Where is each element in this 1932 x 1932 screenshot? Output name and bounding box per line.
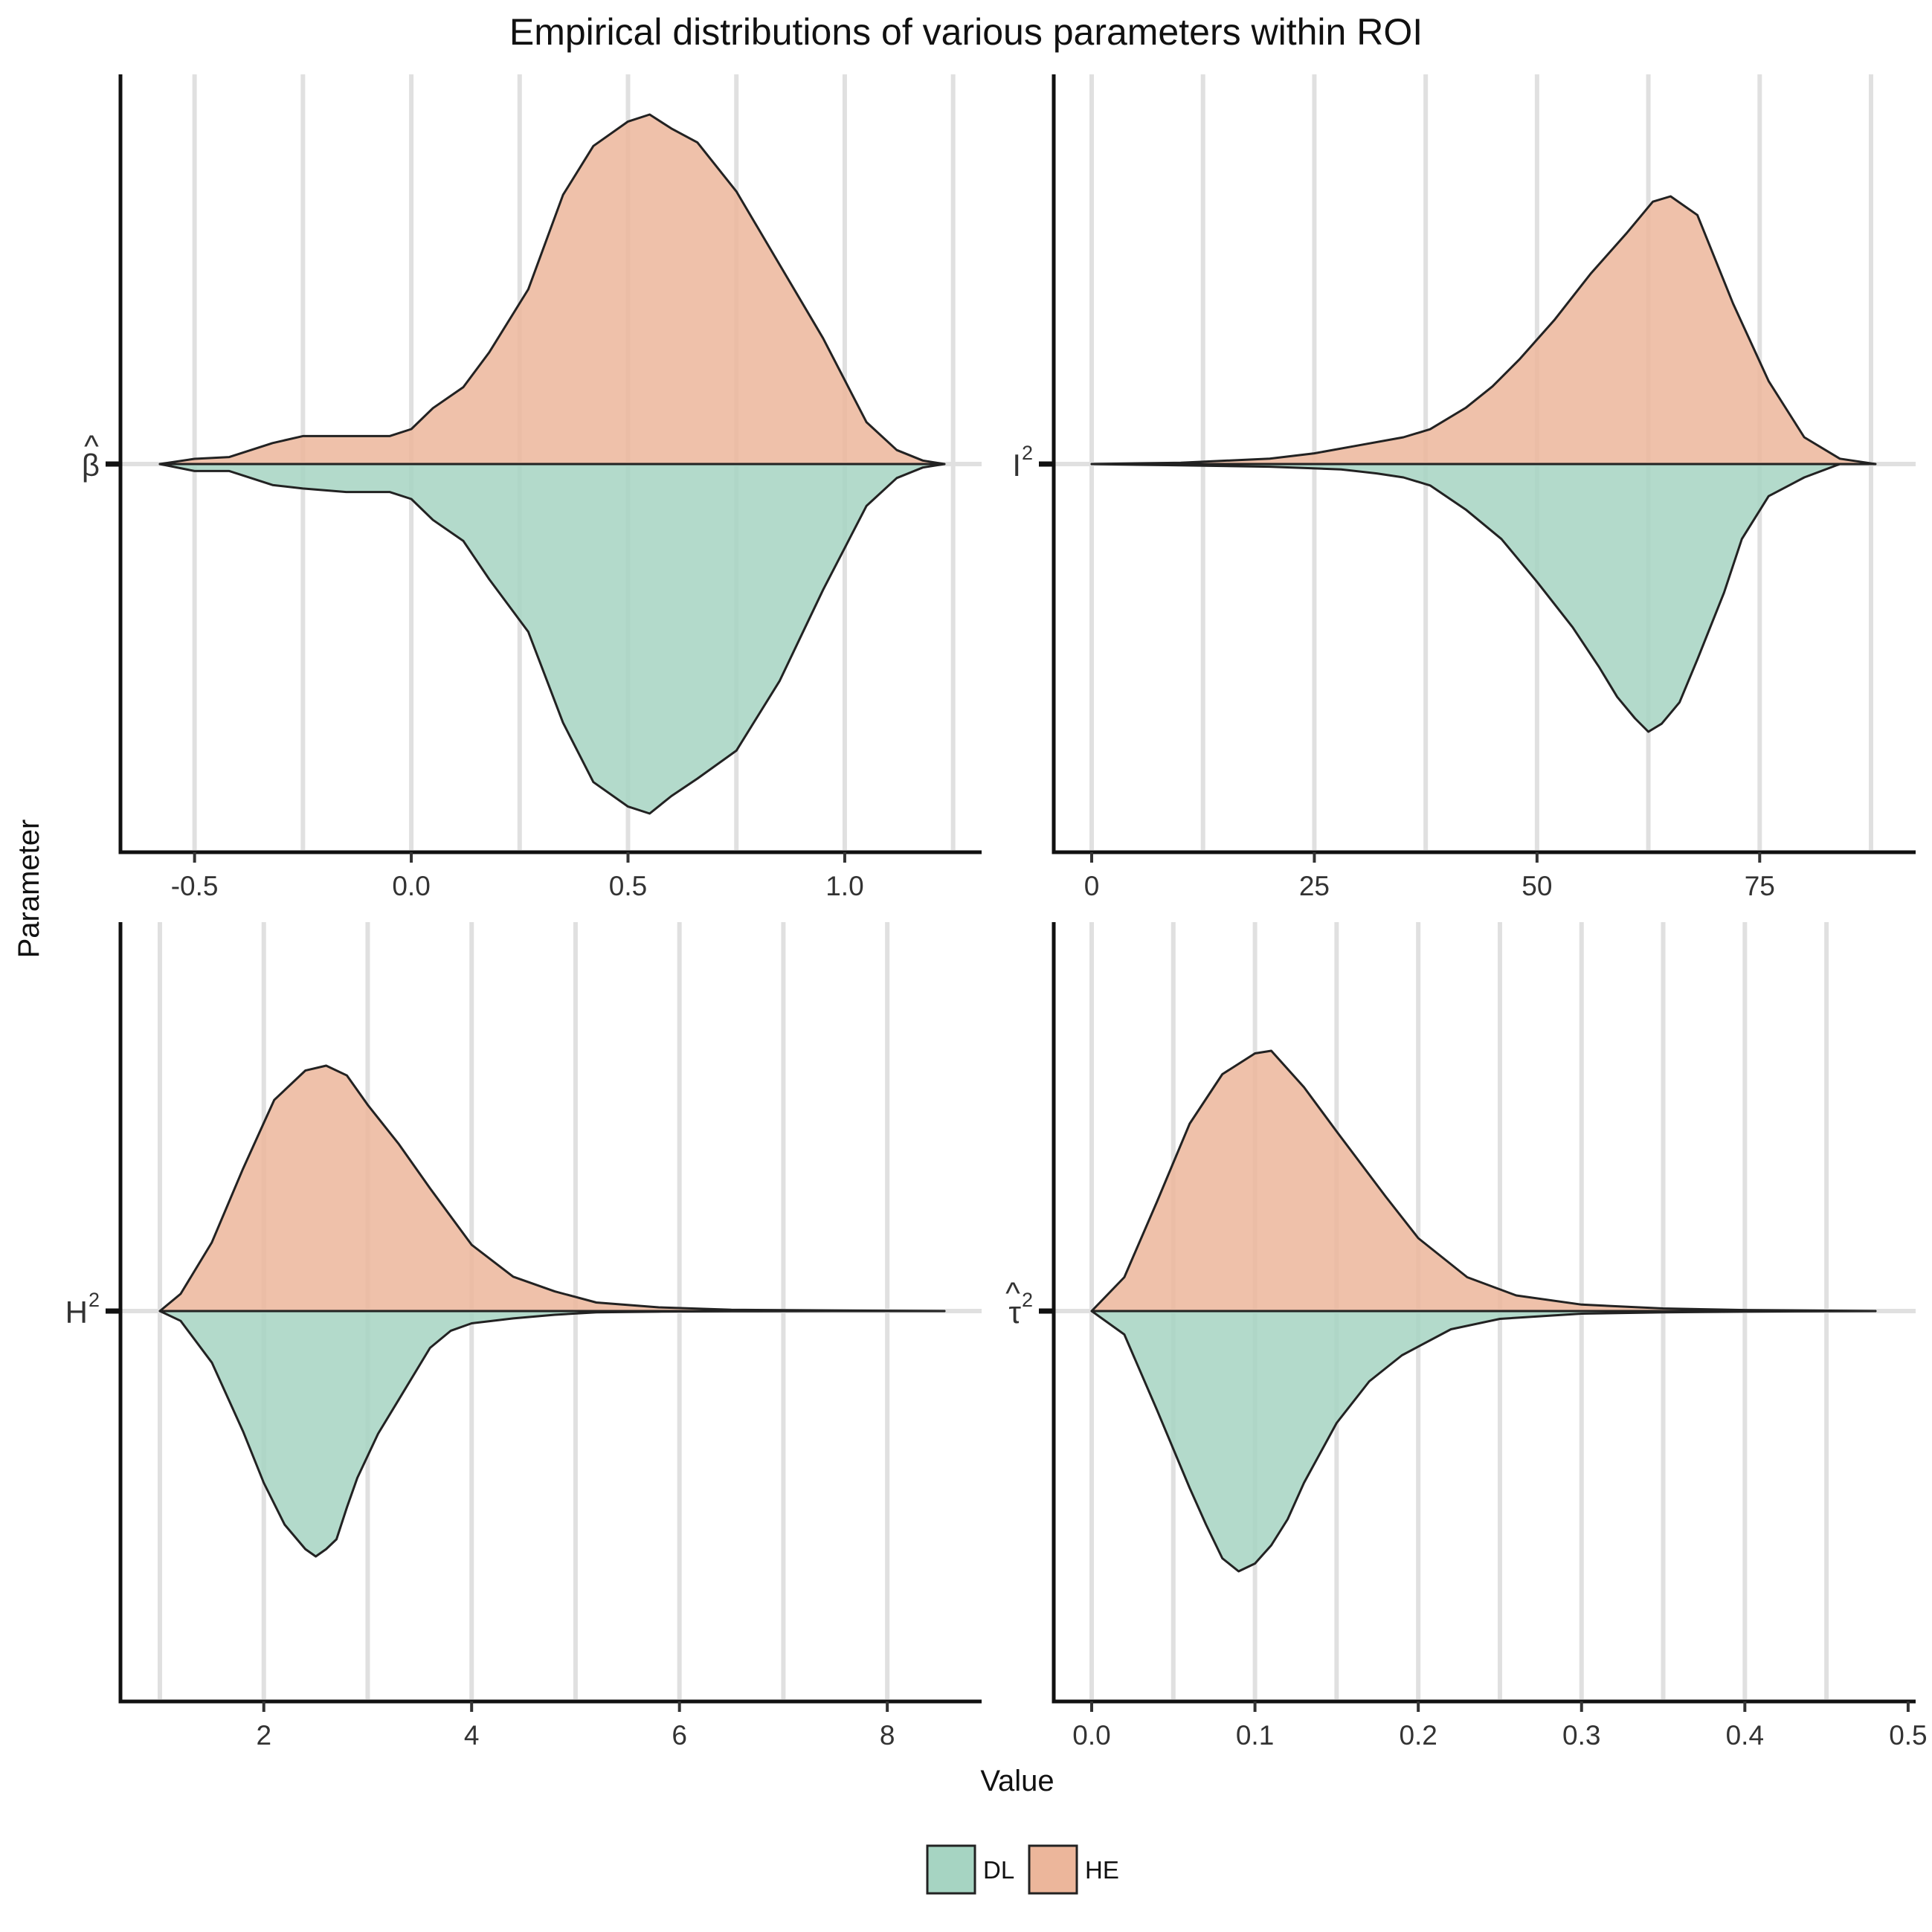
axis-lines — [1052, 922, 1916, 1704]
axis-lines — [118, 922, 982, 1704]
x-tick-label: 25 — [1299, 871, 1330, 901]
x-tick-label: 1.0 — [825, 871, 863, 901]
x-tick-label: 0.0 — [1072, 1720, 1110, 1751]
legend: DL HE — [926, 1844, 1119, 1895]
density-he — [1090, 1049, 1877, 1313]
y-label-superscript: 2 — [1022, 1289, 1033, 1311]
chart-title: Empirical distributions of various param… — [509, 11, 1423, 53]
panel-bottom-right: 0.0 0.1 0.2 0.3 0.4 0.5 2τ^ — [1005, 922, 1928, 1751]
x-tick-label: 8 — [880, 1720, 895, 1751]
legend-label-dl: DL — [983, 1856, 1014, 1884]
x-tick-label: 0.0 — [392, 871, 430, 901]
x-tick-label: 0.4 — [1726, 1720, 1764, 1751]
x-tick-label: 0.2 — [1399, 1720, 1437, 1751]
density-dl — [1090, 463, 1841, 733]
x-tick-label: 0 — [1084, 871, 1100, 901]
x-tick-label: 0.5 — [609, 871, 647, 901]
legend-key-dl — [926, 1844, 976, 1895]
panel-top-right: 0 25 50 75 2I — [1012, 74, 1916, 901]
x-tick-label: 6 — [672, 1720, 687, 1751]
x-tick-label: 75 — [1745, 871, 1775, 901]
x-tick-label: 0.5 — [1889, 1720, 1927, 1751]
x-axis-label: Value — [980, 1765, 1054, 1797]
y-category-label: I — [1012, 448, 1021, 483]
y-category-label: τ — [1008, 1295, 1021, 1330]
x-tick-label: 0.3 — [1562, 1720, 1600, 1751]
panel-bottom-left: 2 4 6 82H — [65, 922, 982, 1751]
x-tick-label: 50 — [1522, 871, 1552, 901]
y-category-label: β — [82, 448, 100, 483]
density-he — [1090, 195, 1877, 466]
density-dl — [158, 463, 946, 815]
density-dl — [158, 1310, 946, 1558]
panel-top-left: -0.5 0.0 0.5 1.0 β^ — [82, 74, 982, 901]
axis-lines — [118, 74, 982, 854]
density-he — [158, 1064, 946, 1313]
y-label-hat: ^ — [84, 428, 99, 463]
density-dl — [1090, 1310, 1877, 1573]
legend-label-he: HE — [1085, 1856, 1119, 1884]
y-category-label: H — [65, 1295, 88, 1330]
legend-key-he — [1028, 1844, 1078, 1895]
y-label-hat: ^ — [1005, 1275, 1020, 1310]
axis-lines — [1052, 74, 1916, 854]
y-axis-label: Parameter — [13, 820, 45, 959]
x-tick-label: 0.1 — [1236, 1720, 1274, 1751]
x-tick-label: 4 — [464, 1720, 480, 1751]
x-tick-label: 2 — [256, 1720, 271, 1751]
x-tick-label: -0.5 — [171, 871, 219, 901]
density-he — [158, 113, 946, 466]
y-label-superscript: 2 — [88, 1289, 100, 1311]
y-label-superscript: 2 — [1022, 442, 1033, 464]
